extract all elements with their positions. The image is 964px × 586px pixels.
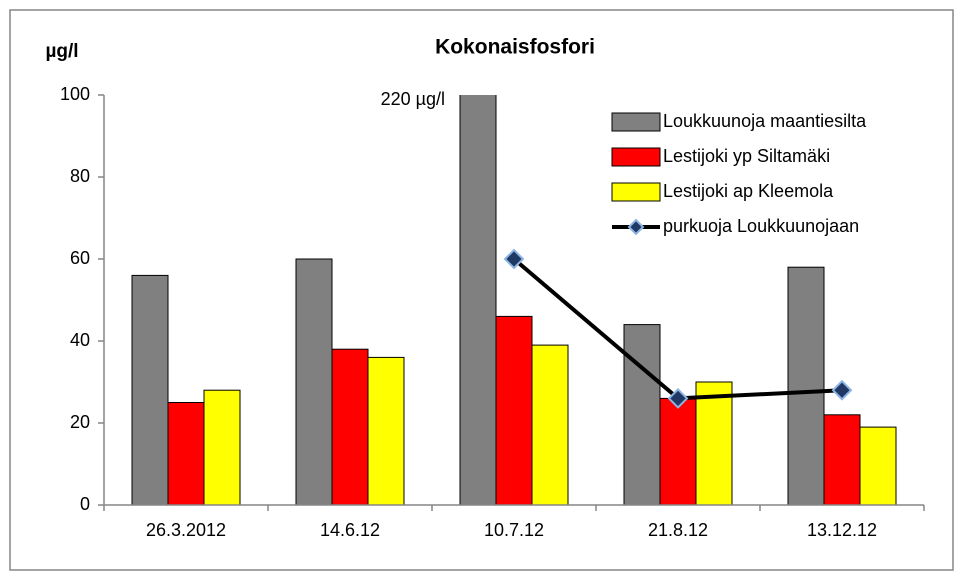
line-marker bbox=[667, 387, 689, 409]
bar bbox=[331, 348, 369, 505]
y-tick-label: 100 bbox=[60, 84, 90, 104]
x-tick-label: 26.3.2012 bbox=[146, 520, 226, 540]
bar bbox=[531, 344, 569, 505]
bar bbox=[295, 258, 333, 505]
bar bbox=[695, 381, 733, 505]
line-marker bbox=[503, 248, 525, 270]
bar bbox=[659, 397, 697, 505]
chart-title: Kokonaisfosfori bbox=[435, 36, 595, 59]
bar bbox=[859, 426, 897, 505]
bar bbox=[131, 274, 169, 505]
legend-label: purkuoja Loukkuunojaan bbox=[663, 216, 859, 236]
bar bbox=[823, 414, 861, 505]
legend-swatch bbox=[611, 182, 661, 202]
bar bbox=[203, 389, 241, 505]
y-tick-label: 20 bbox=[70, 412, 90, 432]
bar bbox=[787, 266, 825, 505]
bar bbox=[459, 95, 497, 505]
y-axis-label: µg/l bbox=[45, 41, 78, 62]
legend-marker bbox=[627, 218, 645, 236]
y-tick-label: 0 bbox=[80, 494, 90, 514]
x-tick-label: 14.6.12 bbox=[320, 520, 380, 540]
line-marker bbox=[831, 379, 853, 401]
bar bbox=[367, 356, 405, 505]
legend-swatch bbox=[611, 112, 661, 132]
x-tick-label: 13.12.12 bbox=[807, 520, 877, 540]
x-tick-label: 21.8.12 bbox=[648, 520, 708, 540]
plot-area bbox=[131, 95, 897, 505]
legend-label: Lestijoki yp Siltamäki bbox=[663, 146, 830, 166]
x-tick-label: 10.7.12 bbox=[484, 520, 544, 540]
legend-label: Lestijoki ap Kleemola bbox=[663, 181, 834, 201]
bar bbox=[167, 402, 205, 505]
legend-label: Loukkuunoja maantiesilta bbox=[663, 111, 867, 131]
y-tick-label: 60 bbox=[70, 248, 90, 268]
y-tick-label: 40 bbox=[70, 330, 90, 350]
annotation: 220 µg/l bbox=[381, 89, 445, 109]
y-tick-label: 80 bbox=[70, 166, 90, 186]
legend-swatch bbox=[611, 147, 661, 167]
bar bbox=[495, 315, 533, 505]
bar bbox=[623, 324, 661, 505]
